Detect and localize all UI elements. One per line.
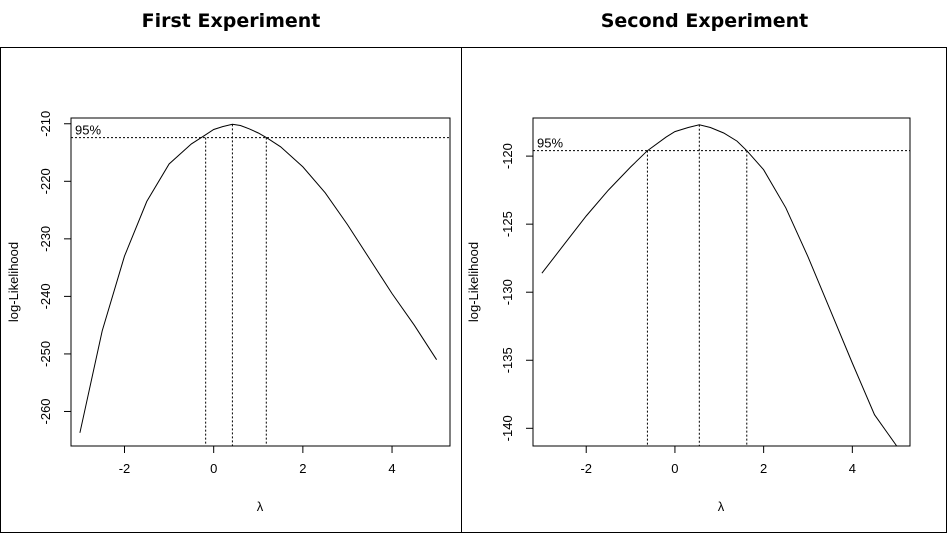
y-tick-label: -135 (500, 347, 515, 373)
ci-label: 95% (75, 123, 101, 138)
loglik-curve (541, 124, 898, 447)
y-tick-label: -130 (500, 279, 515, 305)
loglik-curve (79, 123, 438, 433)
x-tick-label: 0 (210, 461, 217, 476)
x-tick-label: 2 (760, 461, 767, 476)
y-tick-label: -125 (500, 211, 515, 237)
plot-box (532, 117, 911, 447)
y-tick-label: -140 (500, 415, 515, 441)
y-tick-label: -260 (38, 398, 53, 424)
y-tick-label: -210 (38, 111, 53, 137)
chart-title-second: Second Experiment (600, 10, 809, 32)
plot-box (70, 117, 451, 447)
x-tick-label: 0 (671, 461, 678, 476)
y-tick-label: -220 (38, 168, 53, 194)
x-tick-label: 4 (849, 461, 856, 476)
x-tick-label: 2 (299, 461, 306, 476)
x-tick-label: 4 (388, 461, 395, 476)
y-tick-label: -120 (500, 143, 515, 169)
y-axis-label: log-Likelihood (6, 242, 21, 322)
y-tick-label: -250 (38, 341, 53, 367)
y-tick-label: -230 (38, 226, 53, 252)
x-tick-label: -2 (580, 461, 592, 476)
x-tick-label: -2 (119, 461, 131, 476)
x-axis-label: λ (718, 499, 725, 514)
ci-label: 95% (537, 136, 563, 151)
chart-second: -2 0 2 4 -140 -135 -130 -125 -120 λ log-Likelihood… (466, 117, 911, 514)
chart-title-first: First Experiment (141, 10, 321, 32)
y-axis-label: log-Likelihood (466, 242, 481, 322)
chart-first: -2 0 2 4 -260 -250 -240 -230 -220 -210 λ log-Likeli… (6, 111, 451, 514)
x-axis-label: λ (257, 499, 264, 514)
y-tick-label: -240 (38, 283, 53, 309)
panel-first-experiment (0, 47, 462, 533)
